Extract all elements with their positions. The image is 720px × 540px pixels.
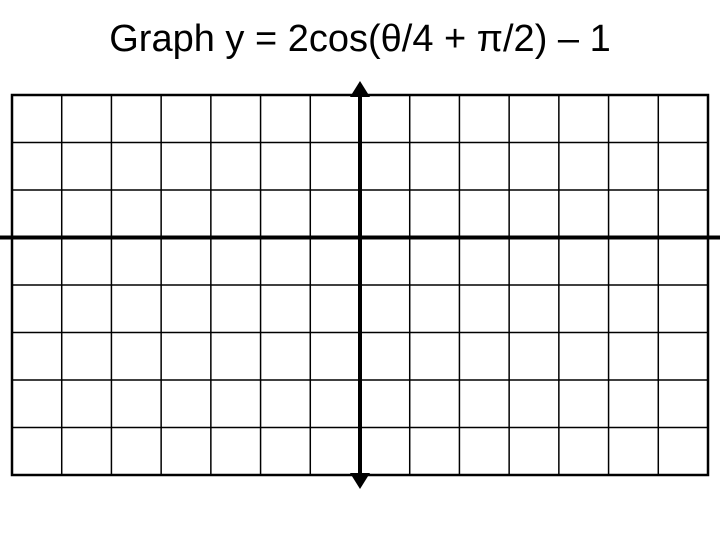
coordinate-grid — [12, 95, 708, 475]
grid-svg — [0, 81, 720, 489]
page: Graph y = 2cos(θ/4 + π/2) – 1 — [0, 0, 720, 540]
page-title: Graph y = 2cos(θ/4 + π/2) – 1 — [0, 18, 720, 61]
